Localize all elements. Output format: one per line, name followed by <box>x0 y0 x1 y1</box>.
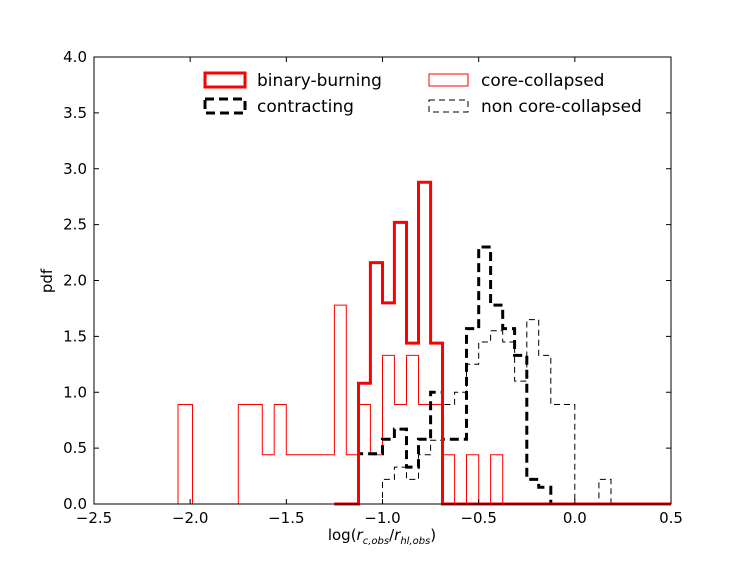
legend-item-core-collapsed: core-collapsed <box>428 71 604 91</box>
y-tick-label: 2.5 <box>63 216 87 234</box>
x-tick-label: 0.0 <box>563 509 587 527</box>
y-tick-label: 3.5 <box>63 104 87 122</box>
y-tick-label: 0.5 <box>63 439 87 457</box>
legend: binary-burning core-collapsed contractin… <box>203 71 642 117</box>
x-tick-label: −2.0 <box>172 509 208 527</box>
x-axis-label-sub2: hl,obs <box>400 536 430 547</box>
x-axis-label: log(rc,obs/rhl,obs) <box>328 526 436 547</box>
x-tick-label: −0.5 <box>460 509 496 527</box>
ticks-layer: −2.5 −2.0 −1.5 −1.0 −0.5 0.0 0.5 0.0 0.5 1.0 1.5 2.… <box>63 48 683 527</box>
series-contracting-steps <box>334 245 671 506</box>
x-axis-label-prefix: log( <box>328 526 357 544</box>
legend-swatch-contracting <box>203 97 247 115</box>
y-tick-label: 1.5 <box>63 327 87 345</box>
x-tick-label: 0.5 <box>659 509 683 527</box>
y-tick-label: 2.0 <box>63 272 87 290</box>
y-tick-label: 4.0 <box>63 48 87 66</box>
x-axis-label-suffix: ) <box>430 526 436 544</box>
legend-label-non-core-collapsed: non core-collapsed <box>481 97 642 117</box>
y-axis-label: pdf <box>38 268 56 293</box>
x-tick-label: −1.0 <box>364 509 400 527</box>
x-axis-label-r2: r <box>394 526 401 544</box>
x-tick-label: −1.5 <box>268 509 304 527</box>
legend-swatch-binary-burning <box>203 71 247 89</box>
y-tick-label: 1.0 <box>63 383 87 401</box>
y-tick-label: 0.0 <box>63 495 87 513</box>
legend-swatch-core-collapsed <box>428 73 469 87</box>
x-axis-label-r1: r <box>357 526 364 544</box>
legend-item-binary-burning: binary-burning <box>203 71 382 91</box>
legend-item-contracting: contracting <box>203 97 354 117</box>
series-binary-burning-steps <box>334 180 671 506</box>
legend-item-non-core-collapsed: non core-collapsed <box>428 97 642 117</box>
legend-swatch-non-core-collapsed <box>428 99 469 113</box>
legend-label-binary-burning: binary-burning <box>257 71 382 91</box>
y-tick-label: 3.0 <box>63 160 87 178</box>
legend-label-core-collapsed: core-collapsed <box>481 71 604 91</box>
x-axis-label-sub1: c,obs <box>363 536 389 547</box>
x-tick-label: −2.5 <box>76 509 112 527</box>
x-axis-label-slash: / <box>389 526 395 544</box>
legend-label-contracting: contracting <box>257 97 354 117</box>
